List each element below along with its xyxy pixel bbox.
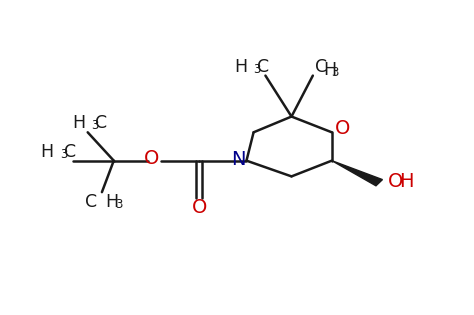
Text: 3: 3 xyxy=(254,63,261,77)
Text: O: O xyxy=(335,119,350,138)
Text: O: O xyxy=(191,198,207,217)
Polygon shape xyxy=(332,161,383,186)
Text: H: H xyxy=(234,58,247,76)
Text: 3: 3 xyxy=(60,148,68,162)
Text: H: H xyxy=(106,192,119,211)
Text: C: C xyxy=(95,114,108,132)
Text: O: O xyxy=(388,172,403,191)
Text: 3: 3 xyxy=(331,66,338,79)
Text: C: C xyxy=(85,192,97,211)
Text: H: H xyxy=(40,143,54,161)
Text: H: H xyxy=(72,114,85,132)
Text: C: C xyxy=(257,58,269,76)
Text: C: C xyxy=(315,58,328,76)
Text: H: H xyxy=(400,172,414,191)
Text: C: C xyxy=(64,143,76,161)
Text: 3: 3 xyxy=(91,119,99,132)
Text: N: N xyxy=(231,150,246,169)
Text: H: H xyxy=(323,61,337,79)
Text: O: O xyxy=(144,149,159,168)
Text: 3: 3 xyxy=(115,198,123,211)
